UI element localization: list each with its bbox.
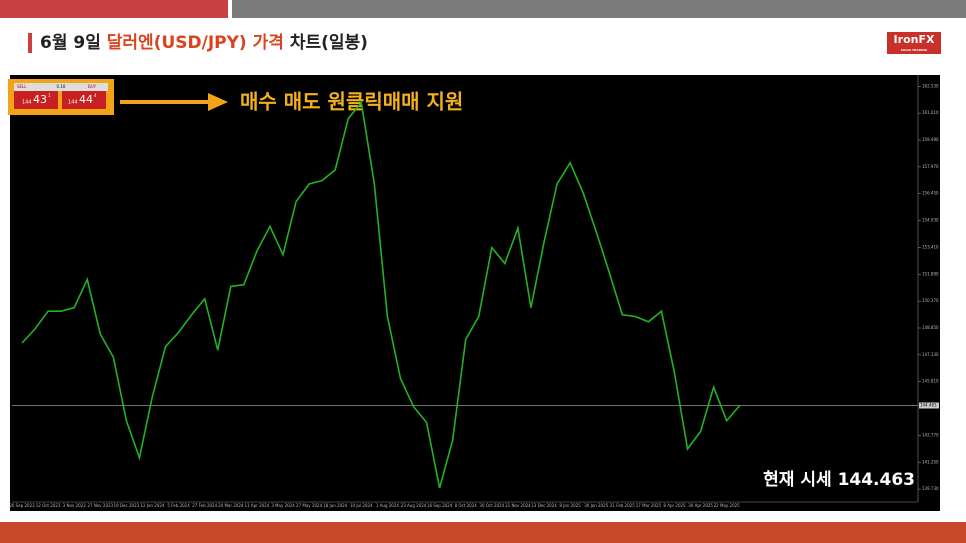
logo: IronFX SOLID TRADING [887, 32, 941, 54]
x-tick-label: 30 Oct 2024 [479, 503, 504, 508]
x-tick-label: 13 Dec 2024 [531, 503, 557, 508]
y-tick-label: 151.890 [922, 271, 939, 276]
bottom-bar [0, 522, 966, 543]
y-tick-label: 153.410 [922, 244, 939, 249]
title-text: 차트(일봉) [283, 33, 368, 53]
sell-label: SELL [17, 84, 27, 89]
price-line [21, 100, 741, 489]
x-tick-label: 20 Mar 2024 [218, 503, 244, 508]
x-tick-label: 10 Jul 2024 [350, 503, 373, 508]
x-tick-label: 1 Aug 2024 [376, 503, 400, 508]
x-tick-label: 27 Feb 2024 [192, 503, 217, 508]
y-tick-label: 150.370 [922, 298, 939, 303]
x-tick-label: 20 Sep 2023 [9, 503, 35, 508]
x-tick-label: 27 May 2024 [296, 503, 323, 508]
buy-price: 144 [68, 100, 78, 106]
buy-label: BUY [88, 84, 97, 89]
sell-price: 43 [33, 93, 47, 106]
x-tick-label: 5 Feb 2024 [167, 503, 190, 508]
arrow [120, 93, 228, 111]
x-tick-label: 8 Jan 2025 [559, 503, 581, 508]
slide-title: 6월 9일 달러엔(USD/JPY) 가격 차트(일봉) [28, 33, 368, 53]
y-tick-label: 156.450 [922, 191, 939, 196]
top-bar [232, 0, 966, 18]
callout: 매수 매도 원클릭매매 지원 [240, 90, 463, 114]
sell-price: 144 [22, 100, 32, 106]
x-tick-label: 23 Aug 2024 [401, 503, 427, 508]
x-tick-label: 3 May 2024 [271, 503, 295, 508]
y-tick-label: 161.010 [922, 110, 939, 115]
logo-tagline: SOLID TRADING [900, 48, 928, 52]
x-tick-label: 12 Jan 2024 [141, 503, 165, 508]
x-tick-label: 27 Nov 2023 [87, 503, 113, 508]
x-tick-label: 12 Oct 2023 [36, 503, 61, 508]
y-tick-label: 141.250 [922, 459, 939, 464]
x-tick-label: 22 May 2025 [714, 503, 741, 508]
y-tick-label: 159.490 [922, 137, 939, 142]
buy-price: 4 [94, 93, 97, 98]
lot-size[interactable]: 0.10 [57, 84, 66, 89]
widget-top [14, 83, 108, 91]
x-tick-label: 19 Dec 2023 [114, 503, 140, 508]
y-tick-label: 139.730 [922, 486, 939, 491]
y-tick-label: 147.330 [922, 352, 939, 357]
x-tick-label: 30 Apr 2025 [688, 503, 713, 508]
x-tick-label: 21 Nov 2024 [505, 503, 531, 508]
x-tick-label: 3 Nov 2023 [63, 503, 87, 508]
x-tick-label: 8 Apr 2025 [663, 503, 686, 508]
x-tick-label: 17 Mar 2025 [636, 503, 662, 508]
current-price-label: 144.463 [920, 402, 937, 407]
top-bar [0, 0, 228, 18]
sell-price: 1 [48, 93, 51, 98]
y-tick-label: 154.930 [922, 218, 939, 223]
x-tick-label: 21 Feb 2025 [610, 503, 635, 508]
current-price-tag [919, 402, 939, 409]
logo-name: IronFX [893, 33, 935, 46]
buy-button[interactable] [62, 91, 106, 109]
buy-price: 44 [79, 93, 93, 106]
title-text: 6월 9일 [40, 33, 107, 53]
y-tick-label: 148.850 [922, 325, 939, 330]
title-highlight: 달러엔(USD/JPY) 가격 [106, 33, 284, 53]
y-tick-label: 142.770 [922, 432, 939, 437]
x-tick-label: 16 Sep 2024 [427, 503, 453, 508]
chart-background [10, 75, 940, 511]
y-tick-label: 145.810 [922, 379, 939, 384]
x-tick-label: 18 Jun 2024 [323, 503, 348, 508]
trade-widget[interactable]: SELL 0.10 BUY 144 43 1 144 44 4 [8, 79, 114, 115]
y-tick-label: 157.970 [922, 164, 939, 169]
x-tick-label: 8 Oct 2024 [455, 503, 478, 508]
y-tick-label: 162.530 [922, 83, 939, 88]
x-tick-label: 30 Jan 2025 [584, 503, 608, 508]
x-tick-label: 11 Apr 2024 [245, 503, 270, 508]
sell-button[interactable] [14, 91, 58, 109]
annotation: 현재 시세 144.463 [763, 470, 915, 490]
